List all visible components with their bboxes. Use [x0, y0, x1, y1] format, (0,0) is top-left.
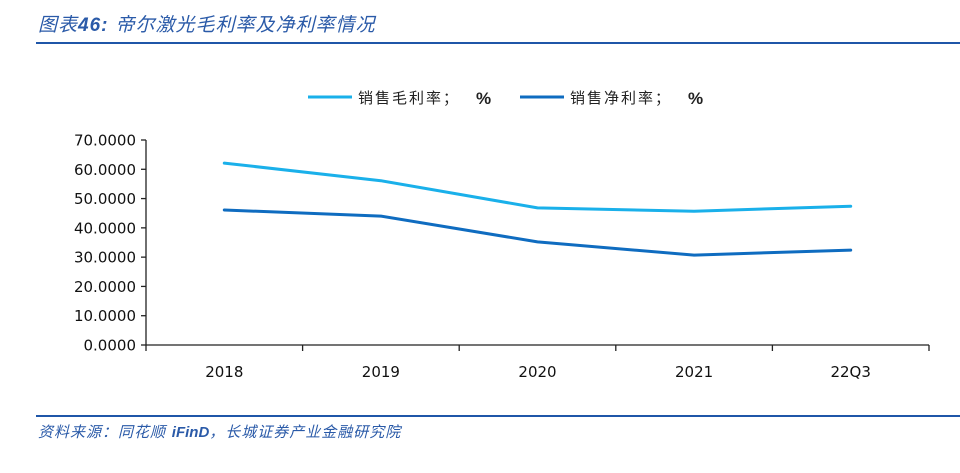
y-tick-label: 10.0000 [74, 307, 136, 325]
source-brand: iFinD [171, 424, 210, 441]
source-note: 资料来源：同花顺 iFinD，长城证券产业金融研究院 [38, 421, 401, 442]
legend-label: 销售毛利率； [358, 89, 460, 107]
source-suffix: ，长城证券产业金融研究院 [209, 423, 402, 441]
figure-number: 46: [78, 15, 109, 36]
figure-title-text: 帝尔激光毛利率及净利率情况 [115, 14, 376, 36]
title-divider [36, 42, 960, 44]
y-tick-label: 30.0000 [74, 249, 136, 267]
legend: 销售毛利率；% 销售净利率；% [308, 89, 703, 108]
x-tick-label: 2019 [362, 363, 400, 381]
y-tick-label: 40.0000 [74, 219, 136, 237]
legend-label: 销售净利率； [570, 89, 672, 107]
series-lines [222, 161, 853, 257]
x-tick-label: 2021 [675, 363, 713, 381]
series-line-gross-margin [222, 161, 853, 213]
legend-unit: % [688, 89, 703, 108]
y-tick-label: 50.0000 [74, 190, 136, 208]
legend-unit: % [476, 89, 491, 108]
y-tick-label: 20.0000 [74, 278, 136, 296]
figure-label: 图表 [38, 14, 79, 36]
source-divider [36, 415, 960, 417]
x-tick-label: 2018 [205, 363, 243, 381]
figure-title: 图表46: 帝尔激光毛利率及净利率情况 [38, 10, 376, 37]
y-tick-label: 0.0000 [84, 337, 137, 355]
y-tick-label: 60.0000 [74, 161, 136, 179]
y-axis: 0.0000 10.0000 20.0000 30.0000 40.0000 50.000… [74, 132, 147, 355]
x-axis: 2018 2019 2020 2021 22Q3 [145, 344, 930, 381]
x-tick-label: 2020 [518, 363, 556, 381]
source-prefix: 资料来源：同花顺 [38, 423, 172, 441]
y-tick-label: 70.0000 [74, 132, 136, 150]
x-tick-label: 22Q3 [830, 363, 870, 381]
series-line-net-margin [222, 208, 853, 257]
